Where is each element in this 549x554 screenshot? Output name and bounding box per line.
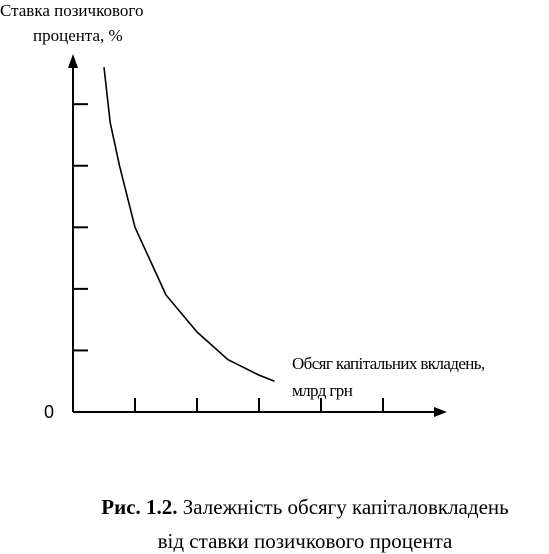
caption-text: Залежність обсягу капіталовкладень <box>183 495 509 519</box>
x-axis-label: Обсяг капітальних вкладень, <box>292 354 485 373</box>
caption-number: Рис. 1.2. <box>101 495 177 519</box>
x-arrow <box>434 407 447 417</box>
y-axis-label: Ставка позичкового <box>0 1 143 20</box>
origin-label: 0 <box>44 402 54 422</box>
caption: Рис. 1.2. Залежність обсягу капіталовкла… <box>101 495 508 519</box>
y-axis-label: процента, % <box>33 26 123 45</box>
x-axis-label: млрд грн <box>292 381 353 400</box>
curve <box>103 67 275 382</box>
y-arrow <box>68 54 78 68</box>
caption-text: від ставки позичкового процента <box>158 529 453 553</box>
